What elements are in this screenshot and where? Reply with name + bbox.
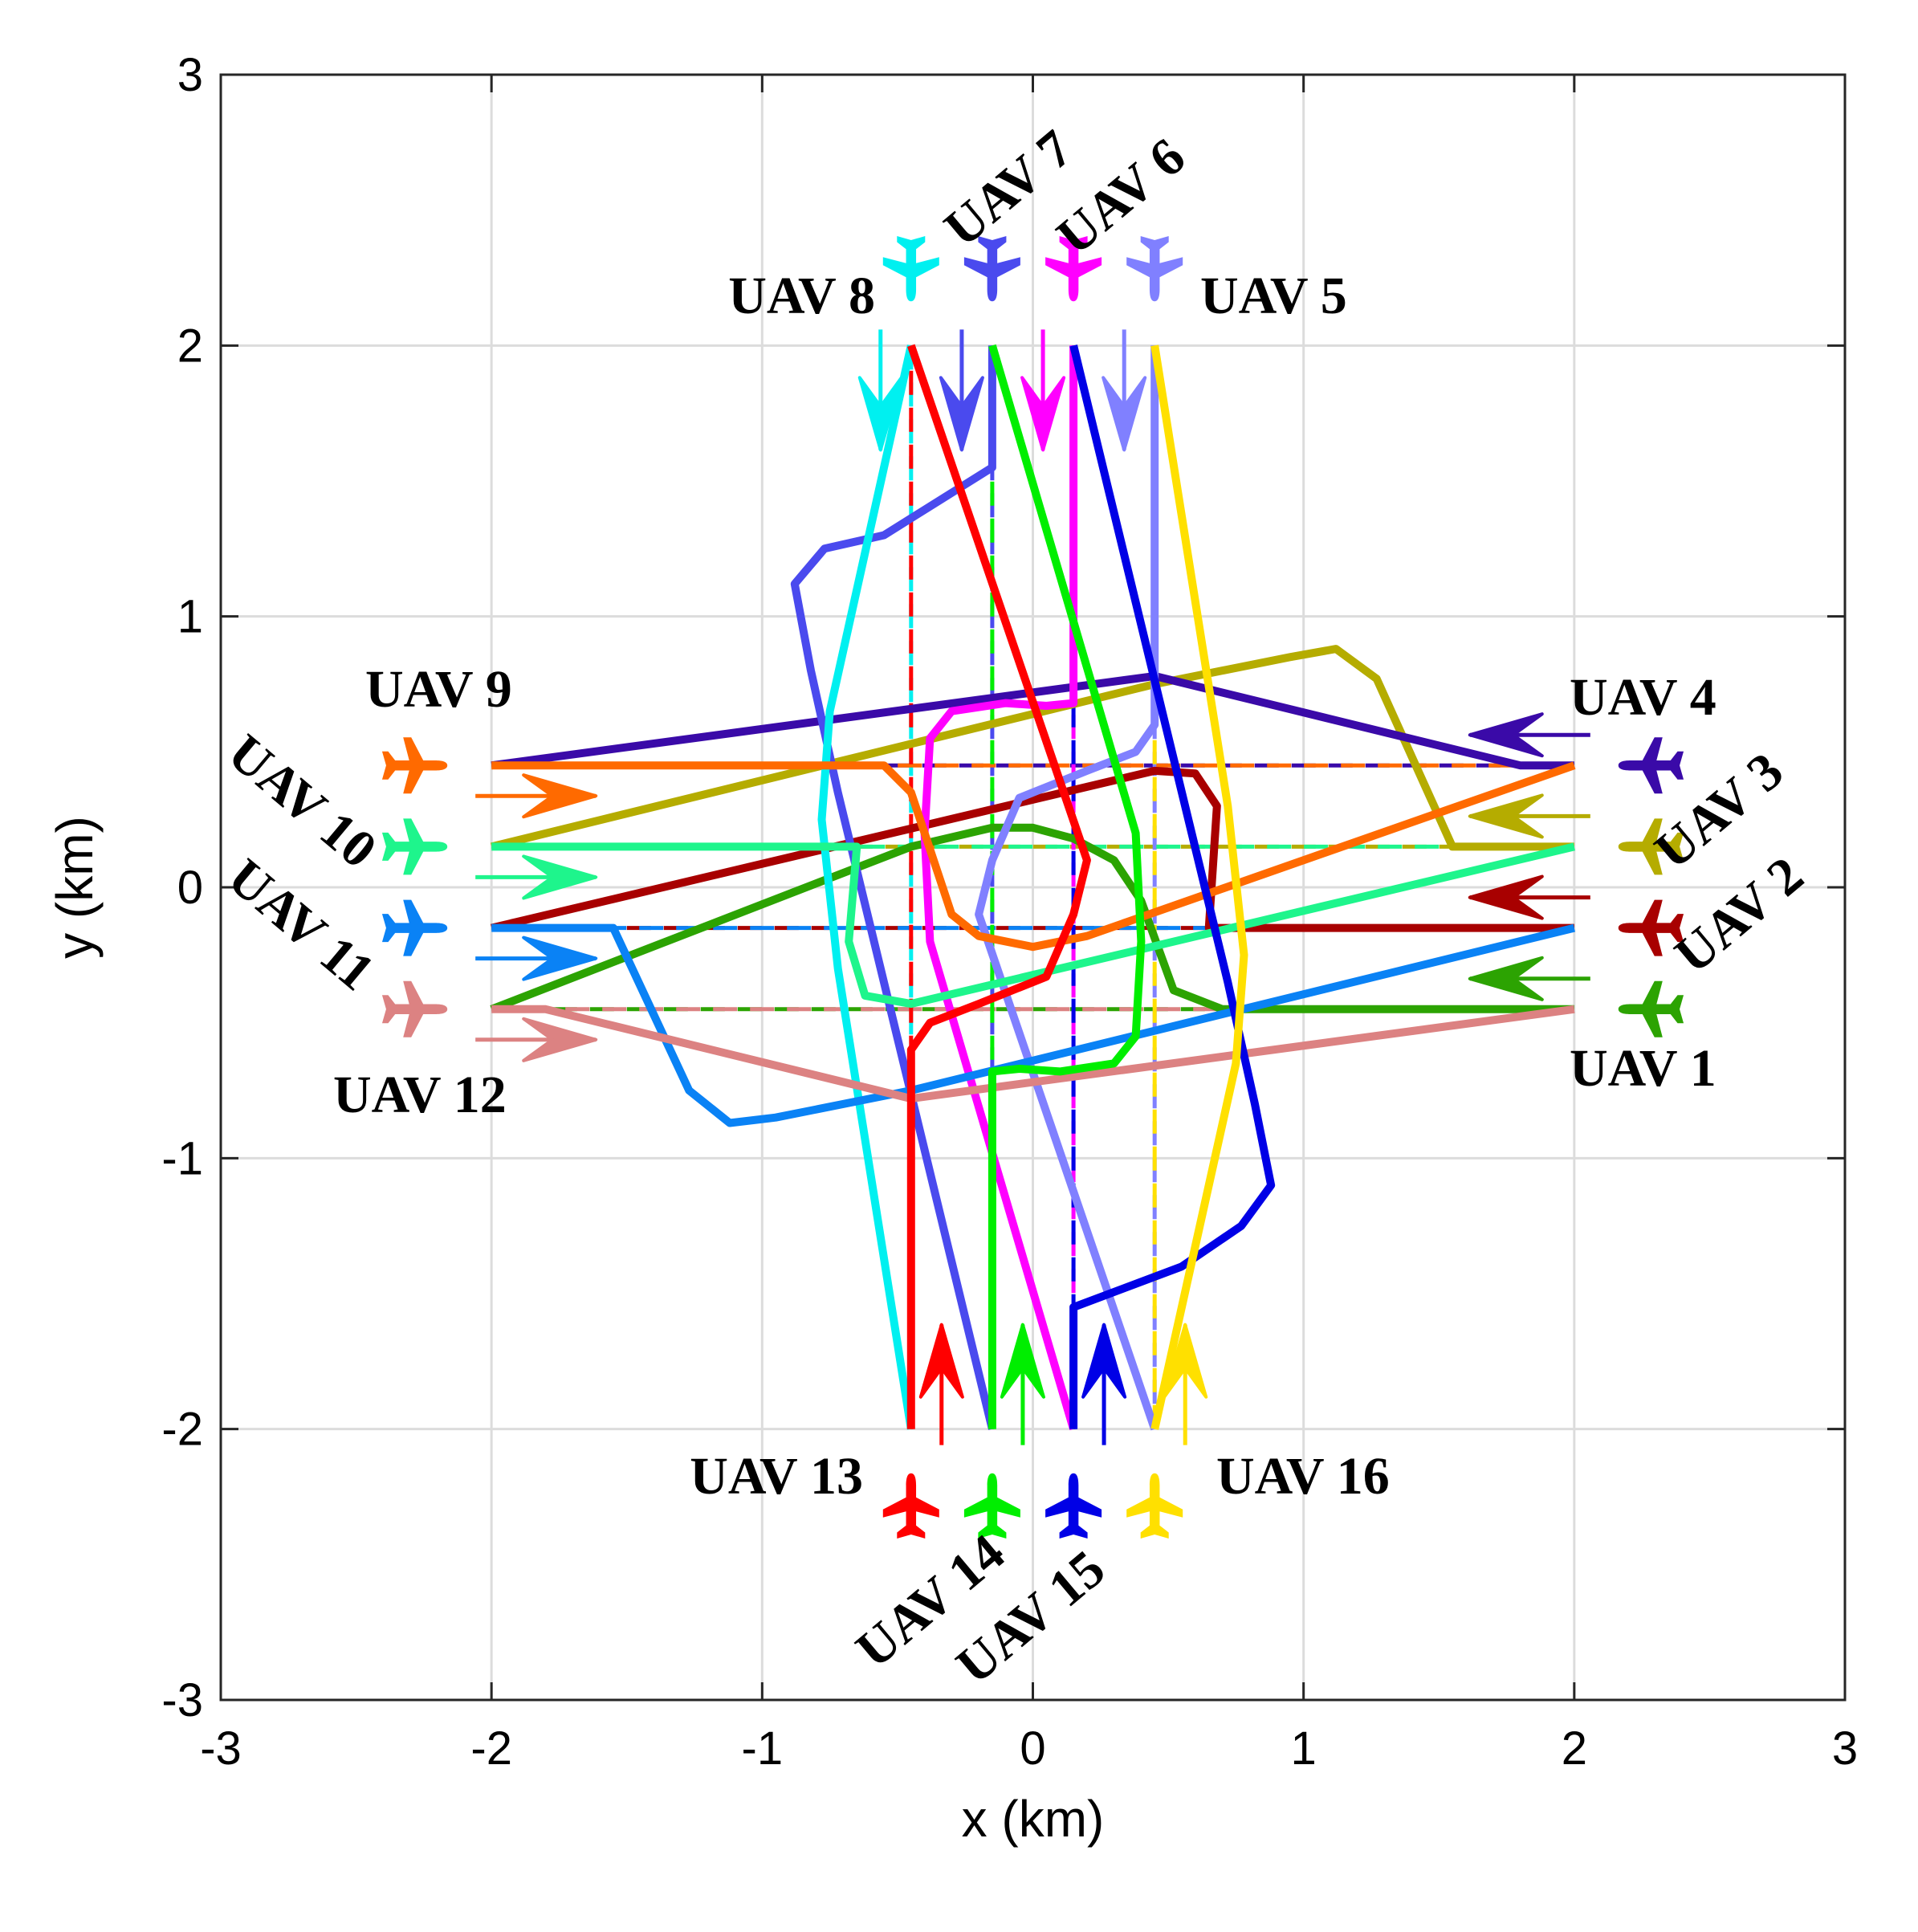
airplane-icon (1618, 818, 1684, 875)
direction-arrow-head (522, 1017, 598, 1062)
uav-5-trajectory (975, 345, 1159, 1431)
direction-arrow-head (1163, 1323, 1208, 1399)
direction-arrow-head (1468, 712, 1544, 758)
y-tick-label: 1 (177, 591, 203, 643)
flown-trajectories (490, 344, 1576, 1431)
direction-arrow-head (1020, 376, 1066, 452)
direction-arrow-head (1468, 874, 1544, 920)
direction-arrow-head (522, 773, 598, 819)
uav-2-trajectory (491, 766, 1574, 932)
uav-13-label: UAV 13 (690, 1447, 863, 1506)
uav-13-trajectory (906, 344, 1091, 1429)
airplane-icon (1045, 236, 1102, 302)
uav-16-trajectory (1150, 344, 1248, 1430)
y-tick-label: -2 (161, 1404, 203, 1456)
direction-arrow-head (522, 935, 598, 981)
airplane-icon (381, 899, 448, 956)
uav-5-label: UAV 5 (1200, 267, 1347, 325)
airplane-icon (1618, 737, 1684, 794)
uav-4-label: UAV 4 (1570, 668, 1716, 727)
x-tick-label: -2 (470, 1722, 512, 1775)
uav-7-trajectory (790, 345, 996, 1430)
airplane-icon (882, 1473, 939, 1539)
airplane-icon (381, 737, 448, 794)
direction-arrow-head (1102, 376, 1147, 452)
uav-14-trajectory (988, 344, 1146, 1429)
uav-markers (381, 236, 1684, 1539)
uav-9-trajectory (491, 761, 1576, 952)
airplane-icon (963, 236, 1020, 302)
uav-6-trajectory (920, 345, 1078, 1431)
direction-arrow-head (939, 376, 984, 452)
airplane-icon (381, 980, 448, 1037)
direction-arrow-head (857, 376, 903, 452)
uav-15-trajectory (1069, 344, 1276, 1429)
direction-arrow-head (1000, 1323, 1045, 1399)
direction-arrow-head (1081, 1323, 1127, 1399)
airplane-icon (1618, 980, 1684, 1037)
airplane-icon (1126, 236, 1183, 302)
airplane-icon (381, 818, 448, 875)
uav-1-trajectory (490, 823, 1574, 1013)
airplane-icon (1045, 1473, 1102, 1539)
uav-8-trajectory (817, 344, 915, 1430)
airplane-icon (1126, 1473, 1183, 1539)
airplane-icon (963, 1473, 1020, 1539)
direction-arrow-head (918, 1323, 964, 1399)
y-tick-label: -3 (161, 1674, 203, 1726)
airplane-icon (1618, 899, 1684, 956)
x-tick-label: 0 (1020, 1722, 1045, 1775)
uav-10-trajectory (491, 842, 1575, 1009)
grid (221, 75, 1845, 1700)
y-tick-label: -1 (161, 1132, 203, 1184)
y-tick-label: 3 (177, 49, 203, 101)
axis-ticks: -3 -2 -1 0 1 2 3 -3 -2 -1 0 1 2 3 (161, 49, 1858, 1775)
uav-9-label: UAV 9 (365, 660, 512, 719)
airplane-icon (882, 236, 939, 302)
y-axis-title: y (km) (46, 816, 104, 959)
uav-16-label: UAV 16 (1216, 1447, 1390, 1506)
direction-arrow-head (1468, 793, 1544, 839)
uav-12-label: UAV 12 (333, 1066, 507, 1124)
x-tick-label: 2 (1562, 1722, 1587, 1775)
y-tick-label: 2 (177, 320, 203, 372)
direction-arrow-head (1468, 956, 1544, 1001)
x-tick-label: 3 (1832, 1722, 1858, 1775)
x-tick-label: -3 (200, 1722, 242, 1775)
uav-1-label: UAV 1 (1570, 1039, 1716, 1098)
uav-8-label: UAV 8 (728, 267, 875, 325)
x-axis-title: x (km) (962, 1790, 1105, 1848)
y-tick-label: 0 (177, 862, 203, 914)
x-tick-label: 1 (1291, 1722, 1317, 1775)
direction-arrow-head (522, 854, 598, 900)
x-tick-label: -1 (742, 1722, 784, 1775)
